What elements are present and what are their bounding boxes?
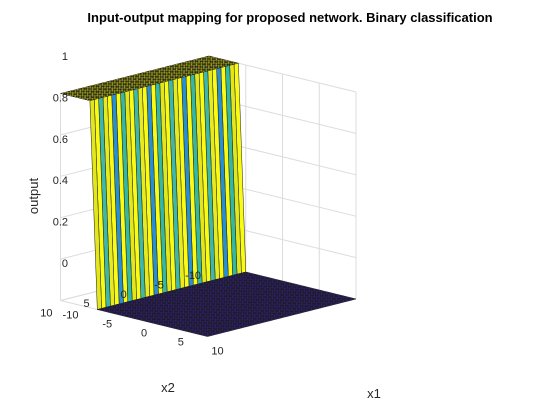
surface-cell-low bbox=[204, 335, 211, 337]
x1-tick-label: -5 bbox=[102, 319, 112, 331]
x2-axis-label: x2 bbox=[161, 380, 175, 395]
x1-axis-ticks: -10 -5 0 5 10 bbox=[63, 310, 224, 358]
z-tick-label: 0.4 bbox=[53, 175, 68, 187]
x2-tick-label: -10 bbox=[185, 270, 201, 282]
z-axis-ticks: 0 0.2 0.4 0.6 0.8 1 bbox=[53, 51, 68, 270]
x1-tick-label: 10 bbox=[211, 346, 223, 358]
x1-axis-label: x1 bbox=[367, 386, 381, 401]
z-tick-label: 0.6 bbox=[53, 134, 68, 146]
z-tick-label: 1 bbox=[62, 51, 68, 63]
x2-tick-label: -5 bbox=[154, 279, 164, 291]
x2-tick-label: 5 bbox=[84, 298, 90, 310]
chart-title: Input-output mapping for proposed networ… bbox=[87, 10, 492, 25]
x1-tick-label: -10 bbox=[63, 310, 79, 322]
x2-tick-label: 0 bbox=[121, 289, 127, 301]
z-tick-label: 0 bbox=[62, 258, 68, 270]
z-axis-label: output bbox=[26, 178, 41, 215]
surface-cell-high bbox=[80, 97, 86, 100]
z-tick-label: 0.2 bbox=[53, 217, 68, 229]
x1-tick-label: 0 bbox=[141, 328, 147, 340]
x2-axis-ticks: -10 -5 0 5 10 bbox=[40, 270, 201, 320]
x2-tick-label: 10 bbox=[40, 308, 52, 320]
x1-tick-label: 5 bbox=[178, 337, 184, 349]
surface-plot bbox=[60, 55, 357, 337]
z-tick-label: 0.8 bbox=[53, 92, 68, 104]
